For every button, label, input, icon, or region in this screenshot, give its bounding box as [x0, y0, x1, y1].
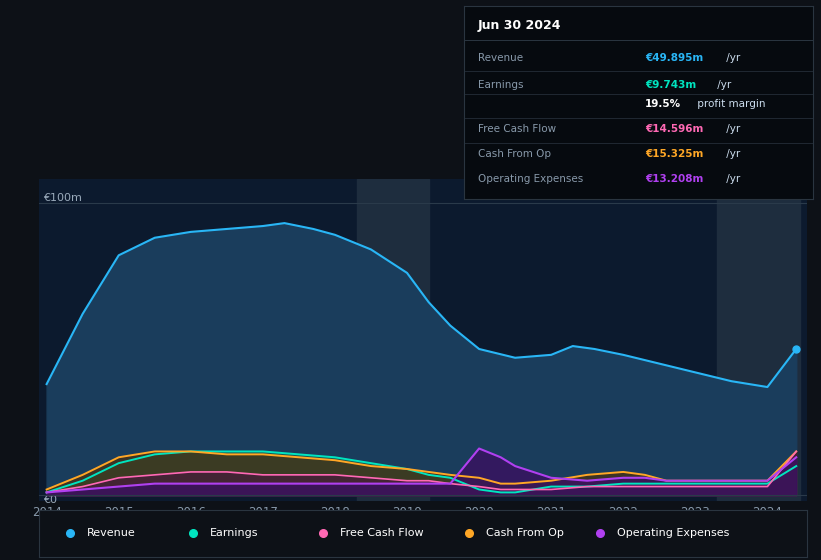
Text: €15.325m: €15.325m	[645, 150, 704, 160]
Text: Operating Expenses: Operating Expenses	[617, 529, 729, 538]
Text: €9.743m: €9.743m	[645, 80, 696, 90]
Text: /yr: /yr	[723, 124, 741, 134]
Text: profit margin: profit margin	[695, 99, 766, 109]
Text: €100m: €100m	[43, 193, 82, 203]
Text: €13.208m: €13.208m	[645, 175, 704, 184]
Text: €49.895m: €49.895m	[645, 53, 704, 63]
Text: /yr: /yr	[723, 53, 741, 63]
Text: /yr: /yr	[723, 175, 741, 184]
Text: Operating Expenses: Operating Expenses	[478, 175, 583, 184]
Text: €14.596m: €14.596m	[645, 124, 704, 134]
Text: Jun 30 2024: Jun 30 2024	[478, 19, 562, 32]
Text: Cash From Op: Cash From Op	[486, 529, 564, 538]
Text: Free Cash Flow: Free Cash Flow	[341, 529, 424, 538]
Text: Earnings: Earnings	[210, 529, 259, 538]
Text: /yr: /yr	[723, 150, 741, 160]
Bar	[717, 179, 800, 501]
Text: Free Cash Flow: Free Cash Flow	[478, 124, 556, 134]
Text: €0: €0	[43, 496, 57, 505]
Text: Revenue: Revenue	[478, 53, 523, 63]
Text: 19.5%: 19.5%	[645, 99, 681, 109]
Text: /yr: /yr	[713, 80, 731, 90]
Text: Cash From Op: Cash From Op	[478, 150, 551, 160]
Text: Revenue: Revenue	[87, 529, 135, 538]
Text: Earnings: Earnings	[478, 80, 523, 90]
Bar	[356, 179, 429, 501]
